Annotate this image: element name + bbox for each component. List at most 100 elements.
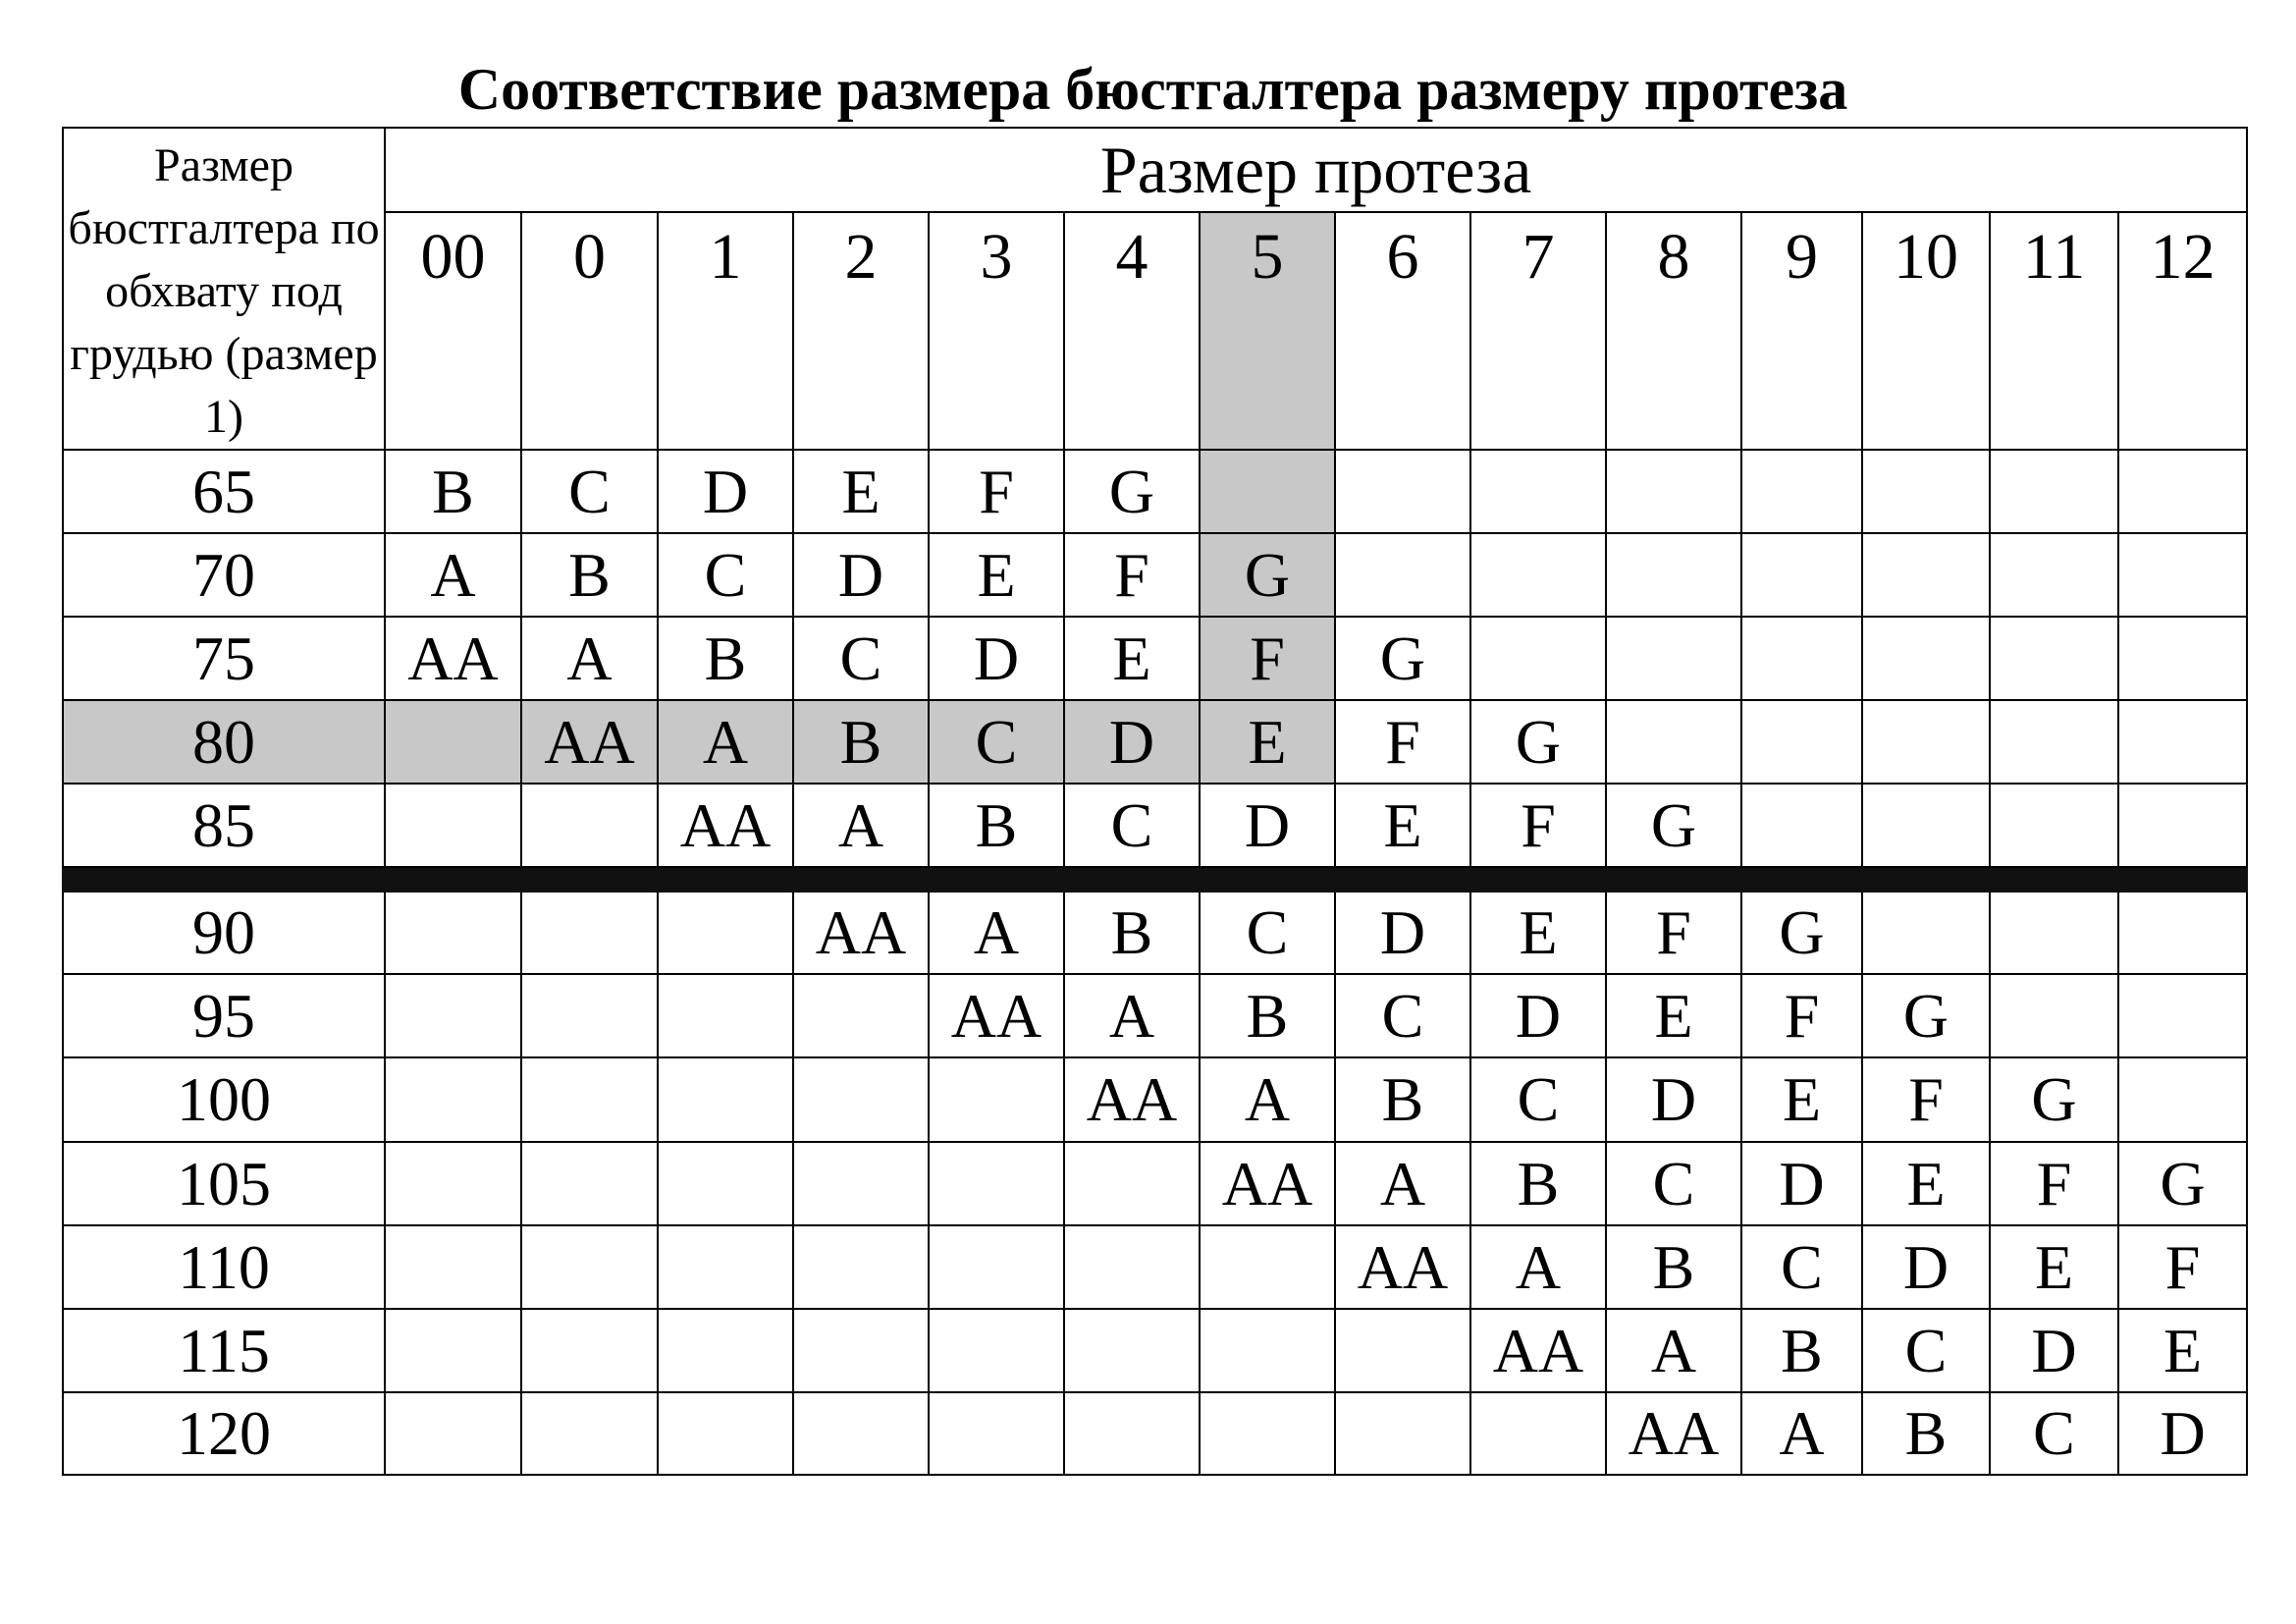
column-header-2: 2 [792, 210, 930, 452]
row-header-115: 115 [62, 1308, 386, 1393]
cup-cell: C [1740, 1224, 1863, 1310]
cup-cell [1334, 1391, 1471, 1476]
cup-cell: E [1605, 973, 1742, 1058]
cup-cell: AA [384, 616, 522, 701]
table-row: 100 AA A B C D E F G [62, 1056, 2249, 1143]
cup-cell: E [2116, 1308, 2249, 1393]
column-header-9: 9 [1740, 210, 1863, 452]
cup-cell [384, 891, 522, 975]
header-row-columns: 00 0 1 2 3 4 5 6 7 8 9 10 11 12 [63, 210, 2249, 452]
cup-cell [1989, 449, 2119, 534]
cup-cell [520, 891, 659, 975]
cup-cell: E [1334, 783, 1471, 868]
cup-cell [2116, 891, 2249, 975]
cup-cell: F [1063, 532, 1201, 618]
cup-cell: AA [1199, 1141, 1336, 1226]
cup-cell: G [2116, 1141, 2249, 1226]
cup-cell [2116, 532, 2249, 618]
cup-cell: B [792, 699, 930, 785]
cup-cell [1199, 1308, 1336, 1393]
table-row: 85 AA A B C D E F G [62, 783, 2249, 868]
cup-cell [1989, 783, 2119, 868]
cup-cell [1740, 699, 1863, 785]
cup-cell [384, 1308, 522, 1393]
cup-cell: B [1199, 973, 1336, 1058]
cup-cell [2116, 699, 2249, 785]
cup-cell [520, 783, 659, 868]
cup-cell: F [1605, 891, 1742, 975]
cup-cell [1469, 532, 1607, 618]
column-header-00: 00 [384, 210, 522, 452]
cup-cell [1063, 1391, 1201, 1476]
cup-cell: E [1740, 1056, 1863, 1143]
cup-cell: E [1469, 891, 1607, 975]
cup-cell: A [792, 783, 930, 868]
cup-cell: C [1199, 891, 1336, 975]
thick-separator [61, 866, 2249, 893]
cup-cell: F [928, 449, 1065, 534]
cup-cell [792, 1056, 930, 1143]
cup-cell: F [1989, 1141, 2119, 1226]
cup-cell: AA [928, 973, 1065, 1058]
cup-cell: D [1063, 699, 1201, 785]
cup-cell: G [1861, 973, 1991, 1058]
cup-cell [384, 973, 522, 1058]
cup-cell [1989, 616, 2119, 701]
row-header-90: 90 [62, 891, 386, 975]
cup-cell: A [1199, 1056, 1336, 1143]
cup-cell: AA [520, 699, 659, 785]
row-header-95: 95 [62, 973, 386, 1058]
cup-cell: C [1861, 1308, 1991, 1393]
cup-cell: B [1063, 891, 1201, 975]
cup-cell [2116, 973, 2249, 1058]
cup-cell: F [1740, 973, 1863, 1058]
cup-cell: C [792, 616, 930, 701]
cup-cell [928, 1308, 1065, 1393]
cup-cell: A [657, 699, 794, 785]
column-header-1: 1 [657, 210, 794, 452]
cup-cell [1334, 532, 1471, 618]
cup-cell: D [1861, 1224, 1991, 1310]
cup-cell [792, 1224, 930, 1310]
cup-cell [1861, 449, 1991, 534]
cup-cell: D [1199, 783, 1336, 868]
cup-cell [1199, 1391, 1336, 1476]
cup-cell [1740, 532, 1863, 618]
cup-cell [520, 1391, 659, 1476]
separator-bar [61, 866, 2249, 893]
cup-cell: D [1605, 1056, 1742, 1143]
cup-cell [384, 699, 522, 785]
cup-cell [1740, 449, 1863, 534]
cup-cell [1199, 449, 1336, 534]
cup-cell: F [1199, 616, 1336, 701]
cup-cell [657, 1141, 794, 1226]
cup-cell: A [1334, 1141, 1471, 1226]
cup-cell [2116, 449, 2249, 534]
cup-cell: B [1469, 1141, 1607, 1226]
cup-cell [1063, 1141, 1201, 1226]
cup-cell: A [1063, 973, 1201, 1058]
cup-cell: G [1063, 449, 1201, 534]
cup-cell [1740, 783, 1863, 868]
cup-cell [1063, 1224, 1201, 1310]
cup-cell [2116, 783, 2249, 868]
cup-cell: B [657, 616, 794, 701]
cup-cell [384, 1224, 522, 1310]
cup-cell [928, 1056, 1065, 1143]
cup-cell [520, 1141, 659, 1226]
cup-cell: D [1469, 973, 1607, 1058]
cup-cell [928, 1141, 1065, 1226]
cup-cell [1989, 532, 2119, 618]
column-header-11: 11 [1989, 210, 2119, 452]
cup-cell: D [928, 616, 1065, 701]
cup-cell: B [384, 449, 522, 534]
cup-cell [1861, 783, 1991, 868]
cup-cell [1199, 1224, 1336, 1310]
cup-cell: D [1989, 1308, 2119, 1393]
cup-cell: D [2116, 1391, 2249, 1476]
table-row: 70 A B C D E F G [62, 532, 2249, 618]
cup-cell: C [1605, 1141, 1742, 1226]
cup-cell: AA [1334, 1224, 1471, 1310]
cup-cell: B [928, 783, 1065, 868]
cup-cell: D [657, 449, 794, 534]
